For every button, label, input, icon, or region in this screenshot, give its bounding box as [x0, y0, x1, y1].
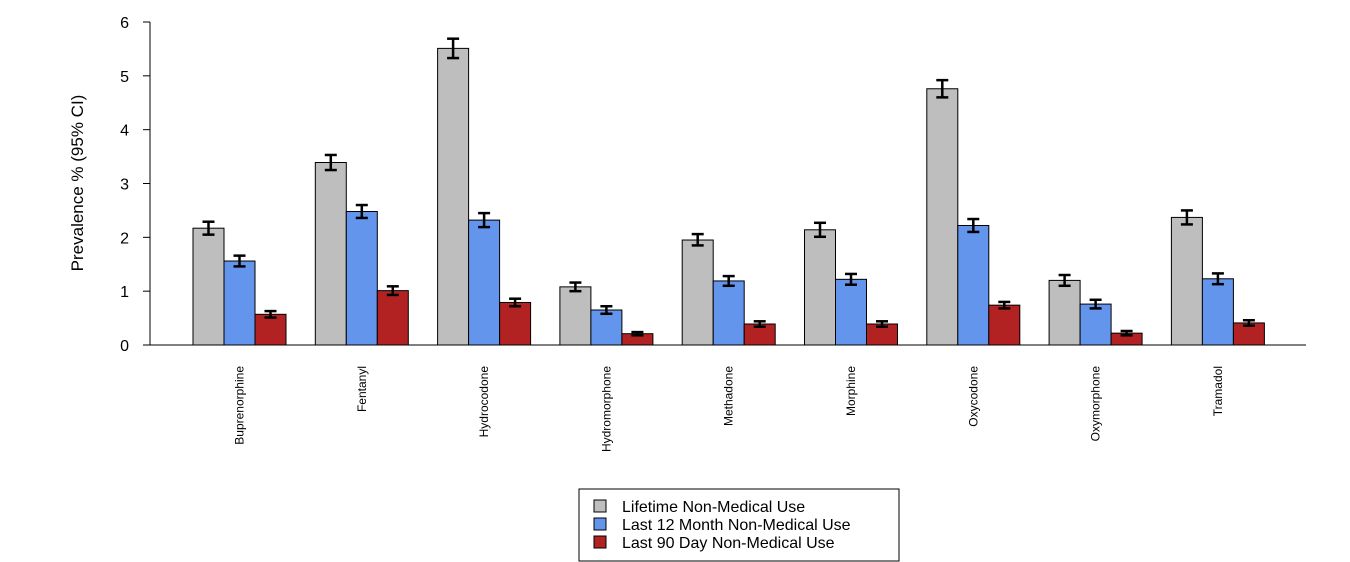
y-tick-label: 2	[120, 230, 129, 247]
category-label: Hydromorphone	[599, 366, 613, 452]
y-tick-label: 3	[120, 177, 129, 194]
category-label: Tramadol	[1211, 366, 1225, 416]
bar	[468, 219, 501, 346]
y-axis-title: Prevalence % (95% CI)	[68, 95, 87, 272]
legend-label: Last 12 Month Non-Medical Use	[622, 517, 851, 534]
bar	[223, 260, 256, 346]
bar	[1079, 303, 1112, 346]
bar	[376, 290, 409, 346]
y-tick-label: 1	[120, 284, 129, 301]
bar	[1048, 279, 1081, 346]
category-label: Buprenorphine	[233, 366, 247, 445]
bar	[314, 162, 347, 346]
bar	[437, 47, 470, 346]
bar	[254, 313, 287, 346]
y-tick-label: 0	[120, 338, 129, 355]
bar	[926, 88, 959, 346]
bar	[192, 227, 225, 346]
category-label: Hydrocodone	[477, 366, 491, 438]
category-label: Morphine	[844, 366, 858, 416]
bar	[1201, 278, 1234, 346]
bar	[1170, 216, 1203, 346]
y-axis: 0 1 2 3 4 5 6	[120, 15, 151, 355]
legend-box	[578, 488, 900, 562]
bar	[804, 229, 836, 346]
bar	[559, 286, 592, 346]
legend-swatch	[593, 535, 607, 549]
bar	[957, 224, 990, 346]
category-label: Fentanyl	[355, 366, 369, 412]
x-axis: Buprenorphine Fentanyl Hydrocodone Hydromor…	[150, 344, 1306, 452]
category-label: Oxymorphone	[1089, 366, 1103, 442]
legend-swatch	[593, 517, 607, 531]
category-label: Oxycodone	[966, 366, 980, 427]
legend-label: Last 90 Day Non-Medical Use	[622, 535, 835, 552]
legend-swatch	[593, 499, 607, 513]
y-tick-label: 5	[120, 69, 129, 86]
bar	[988, 304, 1021, 346]
y-tick-label: 6	[120, 15, 129, 32]
category-label: Methadone	[722, 366, 736, 426]
bar	[590, 309, 623, 346]
bar	[681, 239, 714, 346]
y-tick-label: 4	[120, 123, 129, 140]
bar	[499, 301, 532, 346]
bar	[712, 280, 745, 346]
error-bars	[202, 37, 1255, 337]
legend-label: Lifetime Non-Medical Use	[622, 499, 805, 516]
bar	[835, 278, 867, 346]
bar	[345, 210, 378, 346]
plot-area	[192, 47, 1265, 346]
